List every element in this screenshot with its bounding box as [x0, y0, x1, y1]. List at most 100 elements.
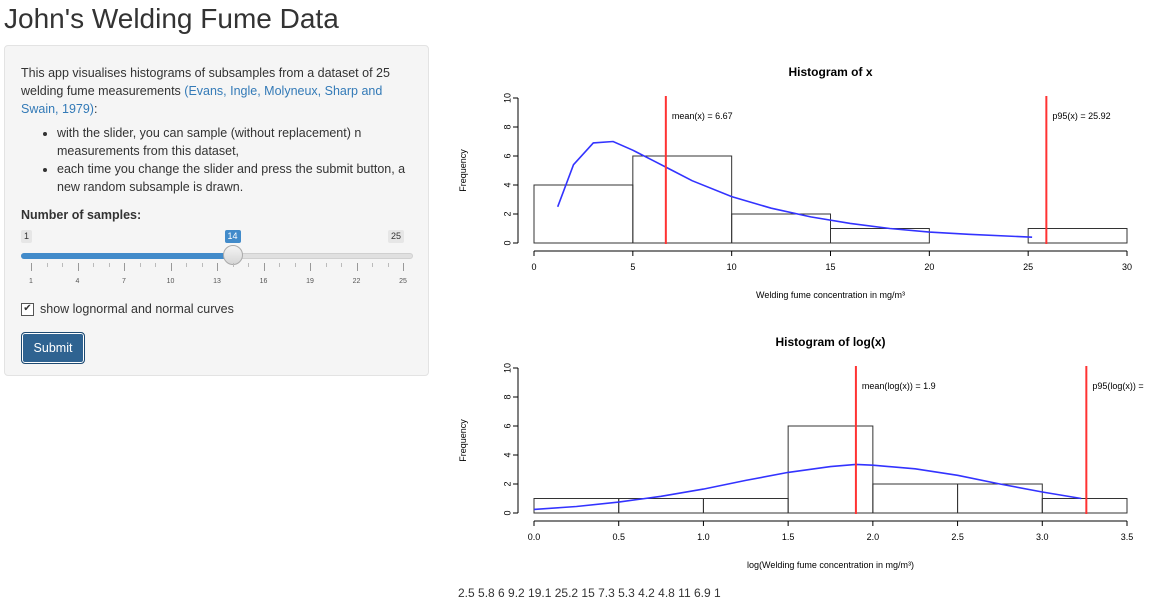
y-tick-label: 2 [502, 211, 512, 216]
y-axis-label: Frequency [458, 149, 468, 192]
stat-label: mean(x) = 6.67 [672, 111, 733, 121]
y-tick-label: 0 [502, 240, 512, 245]
x-tick-label: 0 [531, 262, 536, 272]
histogram-bar [957, 483, 1043, 514]
y-tick-label: 10 [502, 93, 512, 103]
y-axis-label: Frequency [458, 419, 468, 462]
instructions-list: with the slider, you can sample (without… [21, 124, 412, 196]
histogram-logx-svg: Histogram of log(x) 0.0 0.5 1.0 1.5 2.0 2.5 3.0… [458, 335, 1144, 570]
y-tick-label: 4 [502, 182, 512, 187]
slider-minor-tick [341, 263, 342, 267]
x-tick-label: 3.5 [1121, 532, 1134, 542]
slider-minor-tick [46, 263, 48, 267]
citation-link[interactable]: (Evans, Ingle, Molyneux, Sharp and Swain… [21, 84, 383, 116]
samples-slider[interactable]: 1 25 14 1 4 7 10 13 16 19 22 25 [21, 230, 413, 290]
density-curve [556, 140, 1033, 238]
stat-label: mean(log(x)) = 1.9 [862, 381, 936, 391]
slider-minor-tick [325, 263, 327, 267]
x-tick-label: 1.0 [697, 532, 710, 542]
y-tick-label: 0 [502, 510, 512, 515]
slider-minor-tick [232, 263, 234, 267]
submit-button[interactable]: Submit [21, 332, 85, 364]
histogram-bar [702, 498, 789, 514]
list-item: each time you change the slider and pres… [57, 160, 412, 196]
slider-min-label: 1 [21, 230, 33, 243]
x-tick-label: 2.0 [867, 532, 880, 542]
histogram-bar [1041, 498, 1128, 514]
histogram-x-plot: Histogram of x 0 5 10 15 20 25 30 Welding fume c… [450, 60, 1150, 315]
histogram-bar [632, 155, 733, 244]
slider-major-tick [403, 263, 404, 271]
slider-major-tick [263, 263, 265, 271]
chart-title: Histogram of x [788, 65, 872, 79]
x-tick-label: 2.5 [951, 532, 964, 542]
slider-major-tick [217, 263, 218, 271]
chart-title: Histogram of log(x) [776, 335, 886, 349]
slider-major-tick [356, 263, 358, 271]
slider-tick-label: 22 [352, 278, 361, 285]
histogram-bar [872, 483, 959, 514]
slider-value-label: 14 [224, 230, 241, 243]
slider-minor-tick [93, 263, 94, 267]
slider-tick-label: 25 [399, 278, 407, 285]
y-tick-label: 8 [502, 394, 512, 399]
x-tick-label: 1.5 [782, 532, 795, 542]
slider-minor-tick [186, 263, 187, 267]
x-tick-label: 20 [924, 262, 934, 272]
stat-label: p95(log(x)) = [1092, 381, 1143, 391]
slider-major-tick [31, 263, 32, 271]
slider-minor-tick [248, 263, 249, 267]
x-tick-label: 25 [1023, 262, 1033, 272]
slider-fill [21, 253, 233, 259]
x-axis-label: log(Welding fume concentration in mg/m³) [747, 560, 914, 570]
slider-major-tick [170, 263, 172, 271]
page-title: John's Welding Fume Data [4, 3, 339, 34]
slider-tick-label: 13 [213, 278, 221, 285]
slider-minor-tick [155, 263, 156, 267]
y-tick-label: 4 [502, 452, 512, 457]
stat-label: p95(x) = 25.92 [1052, 111, 1110, 121]
sidebar-panel: This app visualises histograms of subsam… [4, 45, 429, 376]
y-tick-label: 10 [502, 363, 512, 373]
curves-checkbox-row[interactable]: ✔ show lognormal and normal curves [21, 300, 412, 318]
slider-minor-tick [294, 263, 296, 267]
description-colon: : [93, 102, 98, 116]
histogram-bar [533, 184, 634, 244]
sample-values: 2.5 5.8 6 9.2 19.1 25.2 15 7.3 5.3 4.2 4… [458, 586, 721, 600]
slider-handle[interactable] [222, 245, 243, 265]
slider-tick-label: 10 [166, 278, 175, 285]
list-item: with the slider, you can sample (without… [57, 124, 412, 160]
slider-minor-tick [387, 263, 389, 267]
x-tick-label: 30 [1122, 262, 1132, 272]
slider-tick-label: 19 [306, 278, 314, 285]
y-tick-label: 2 [502, 481, 512, 486]
slider-label: Number of samples: [21, 208, 142, 222]
slider-minor-tick [62, 263, 63, 267]
slider-minor-tick [108, 263, 110, 267]
histogram-logx-plot: Histogram of log(x) 0.0 0.5 1.0 1.5 2.0 2.5 3.0… [450, 330, 1150, 585]
x-tick-label: 0.5 [612, 532, 625, 542]
slider-tick-label: 4 [75, 278, 80, 285]
slider-tick-label: 1 [29, 278, 33, 285]
y-tick-label: 8 [502, 124, 512, 129]
x-tick-label: 0.0 [528, 532, 541, 542]
y-tick-label: 6 [502, 423, 512, 428]
curves-checkbox[interactable]: ✔ [21, 302, 34, 316]
x-tick-label: 3.0 [1036, 532, 1049, 542]
slider-minor-tick [139, 263, 141, 267]
slider-major-tick [310, 263, 311, 271]
x-tick-label: 15 [825, 262, 835, 272]
x-axis-label: Welding fume concentration in mg/m³ [756, 290, 905, 300]
slider-minor-tick [372, 263, 373, 267]
slider-minor-tick [201, 263, 203, 267]
x-tick-label: 10 [727, 262, 737, 272]
histogram-bar [1027, 228, 1128, 244]
app-description: This app visualises histograms of subsam… [21, 64, 412, 118]
slider-major-tick [77, 263, 79, 271]
x-tick-label: 5 [630, 262, 635, 272]
histogram-bar [830, 228, 930, 244]
slider-tick-label: 16 [259, 278, 268, 285]
curves-checkbox-label[interactable]: show lognormal and normal curves [40, 302, 234, 316]
density-curve [533, 463, 1082, 511]
